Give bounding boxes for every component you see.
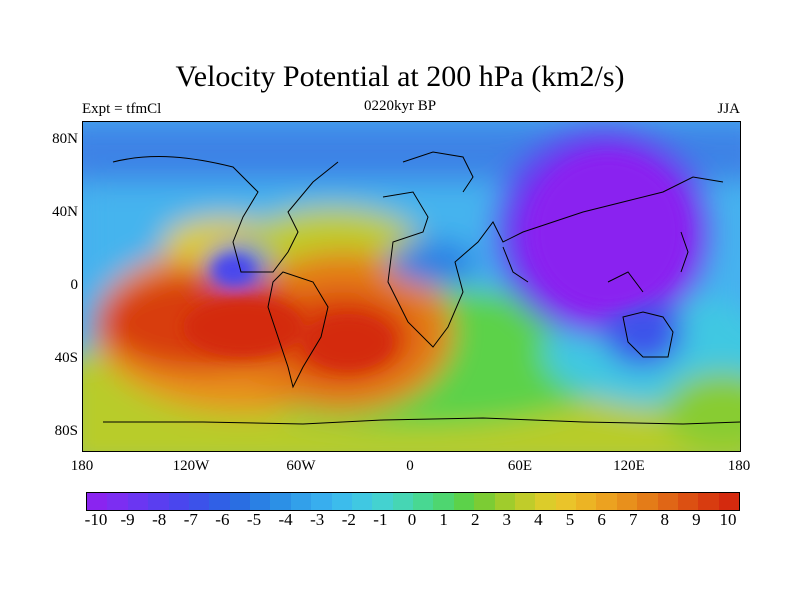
velocity-potential-field [83, 122, 740, 451]
y-tick-label: 80N [52, 131, 78, 147]
colorbar-swatch [209, 493, 230, 510]
colorbar-swatch [616, 493, 638, 510]
colorbar-swatch [698, 493, 719, 510]
colorbar-tick-label: -9 [120, 510, 135, 529]
colorbar-swatch [290, 493, 312, 510]
colorbar-tick-label: -10 [84, 510, 108, 529]
colorbar-swatch [107, 493, 128, 510]
colorbar-tick-label: 6 [597, 510, 606, 529]
x-tick-label: 120W [172, 458, 210, 474]
x-tick-label: 60W [286, 458, 316, 474]
colorbar-swatch [494, 493, 515, 510]
y-tick-label: 40N [52, 204, 78, 220]
colorbar-tick-label: 2 [470, 510, 480, 529]
x-tick-label: 0 [406, 458, 414, 474]
colorbar-tick-label: -3 [310, 510, 325, 529]
colorbar-swatch [413, 493, 434, 510]
colorbar-swatch [229, 493, 250, 510]
colorbar-swatch [576, 493, 597, 510]
colorbar-swatch [657, 493, 678, 510]
colorbar-tick-label: -6 [215, 510, 230, 529]
colorbar-swatch [453, 493, 475, 510]
colorbar [86, 492, 740, 511]
colorbar-swatch [392, 493, 413, 510]
y-tick-label: 40S [54, 350, 78, 366]
colorbar-swatch [596, 493, 617, 510]
colorbar-tick-label: 1 [439, 510, 448, 529]
colorbar-swatch [168, 493, 189, 510]
colorbar-tick-label: 7 [628, 510, 638, 529]
x-tick-label: 180 [70, 458, 94, 474]
colorbar-swatch [474, 493, 495, 510]
colorbar-tick-label: 10 [719, 510, 737, 529]
colorbar-swatch [433, 493, 454, 510]
x-tick-label: 180 [727, 458, 751, 474]
colorbar-tick-label: -7 [183, 510, 198, 529]
colorbar-swatch [514, 493, 536, 510]
colorbar-swatch [87, 493, 108, 510]
colorbar-swatch [718, 493, 739, 510]
colorbar-tick-label: 0 [407, 510, 417, 529]
colorbar-tick-label: -1 [373, 510, 388, 529]
x-tick-label: 60E [507, 458, 533, 474]
season-label: JJA [717, 101, 740, 117]
x-tick-label: 120E [613, 458, 645, 474]
colorbar-swatch [555, 493, 576, 510]
colorbar-swatch [677, 493, 699, 510]
map-panel [82, 121, 741, 452]
colorbar-tick-label: 9 [692, 510, 701, 529]
continent-outlines [103, 151, 740, 425]
colorbar-tick-label: -2 [341, 510, 356, 529]
colorbar-labels: -10 -9 -8 -7 -6 -5 -4 -3 -2 -1 0 1 2 3 4 5 6 7 8 9 10 [85, 510, 738, 530]
colorbar-swatch [637, 493, 658, 510]
y-tick-label: 80S [54, 423, 78, 439]
y-tick-label: 0 [70, 277, 79, 293]
colorbar-swatch [127, 493, 149, 510]
colorbar-tick-label: 5 [565, 510, 575, 529]
colorbar-swatch [372, 493, 393, 510]
colorbar-swatch [270, 493, 291, 510]
colorbar-swatch [250, 493, 271, 510]
colorbar-swatch [148, 493, 169, 510]
colorbar-tick-label: -5 [246, 510, 262, 529]
time-label: 0220kyr BP [363, 98, 437, 114]
experiment-label: Expt = tfmCl [82, 101, 162, 117]
colorbar-swatch [311, 493, 332, 510]
colorbar-swatch [535, 493, 556, 510]
field-highlights [183, 157, 683, 370]
colorbar-tick-label: -8 [152, 510, 167, 529]
colorbar-swatch [188, 493, 210, 510]
colorbar-tick-label: 4 [534, 510, 543, 529]
colorbar-tick-label: 3 [502, 510, 512, 529]
colorbar-swatch [331, 493, 352, 510]
plot-title: Velocity Potential at 200 hPa (km2/s) [175, 60, 625, 93]
colorbar-tick-label: -4 [278, 510, 293, 529]
colorbar-swatch [351, 493, 373, 510]
colorbar-tick-label: 8 [660, 510, 670, 529]
